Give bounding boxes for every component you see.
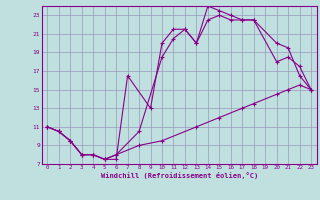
X-axis label: Windchill (Refroidissement éolien,°C): Windchill (Refroidissement éolien,°C)	[100, 172, 258, 179]
